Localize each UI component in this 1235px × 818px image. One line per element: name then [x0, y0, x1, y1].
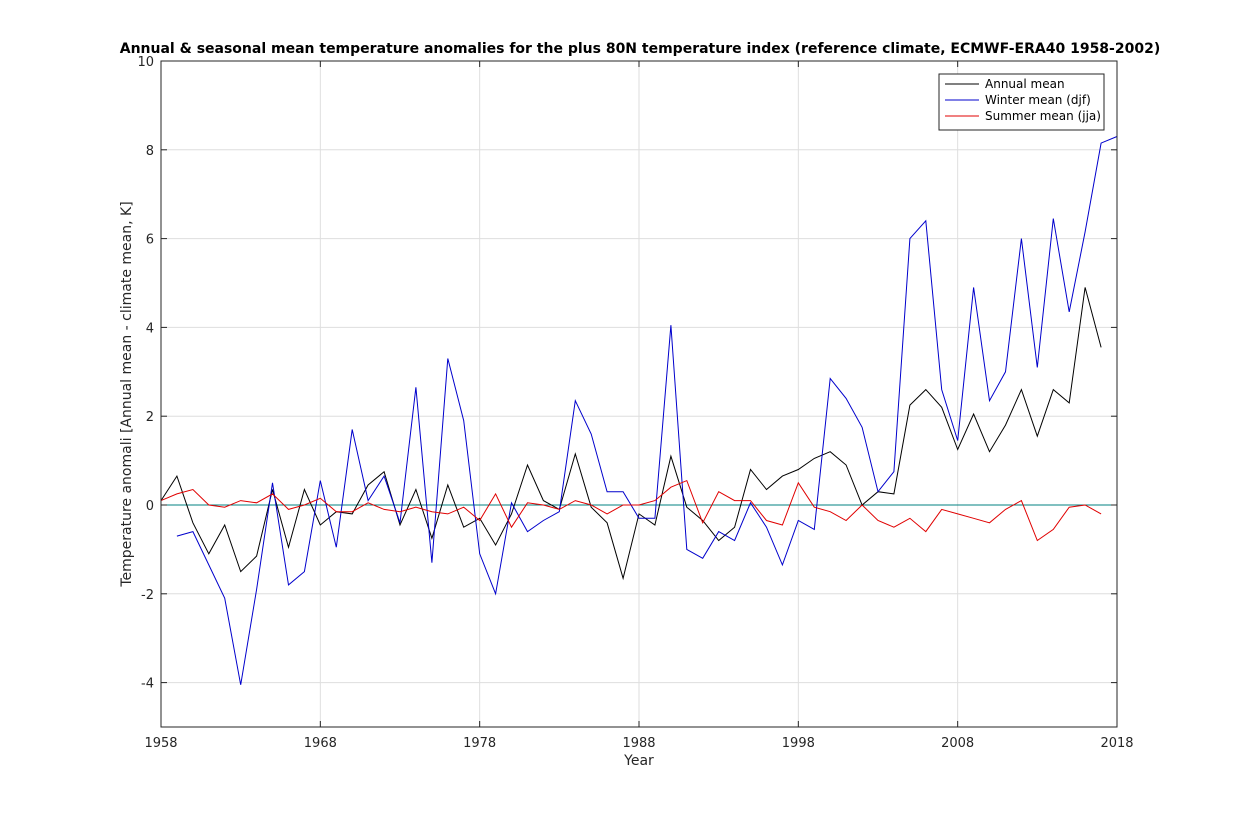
x-tick-label: 1958	[144, 736, 177, 751]
x-tick-label: 1978	[463, 736, 496, 751]
x-tick-label: 1998	[782, 736, 815, 751]
y-tick-label: 2	[146, 410, 154, 425]
y-tick-label: 10	[137, 55, 154, 70]
x-tick-label: 2018	[1100, 736, 1133, 751]
y-tick-label: -2	[141, 588, 154, 603]
x-tick-label: 2008	[941, 736, 974, 751]
legend-box	[938, 73, 1105, 131]
y-tick-label: 0	[146, 499, 154, 514]
x-tick-label: 1968	[304, 736, 337, 751]
x-tick-label: 1988	[622, 736, 655, 751]
axis-ticks: 1958 1968 1978 1988 1998 2008 2018 -4 -2 0 2 4 6 8 10	[137, 55, 1133, 751]
y-tick-label: 8	[146, 144, 154, 159]
y-tick-label: -4	[141, 677, 154, 692]
x-axis-title: Year	[623, 753, 654, 769]
series-line-1	[160, 287, 1102, 581]
series-line-3	[160, 479, 1102, 542]
chart-title: Annual & seasonal mean temperature anoma…	[120, 41, 1160, 57]
series-lines	[160, 136, 1118, 685]
y-axis-title: Temperature anomali [Annual mean - clima…	[119, 201, 135, 587]
legend-label: Summer mean (jja)	[985, 109, 1101, 123]
y-tick-label: 6	[146, 233, 154, 248]
series-line-2	[176, 136, 1118, 685]
legend-label: Winter mean (djf)	[985, 93, 1091, 107]
legend: Annual mean Winter mean (djf) Summer mean …	[938, 73, 1105, 131]
y-tick-label: 4	[146, 321, 154, 336]
legend-label: Annual mean	[985, 77, 1065, 91]
